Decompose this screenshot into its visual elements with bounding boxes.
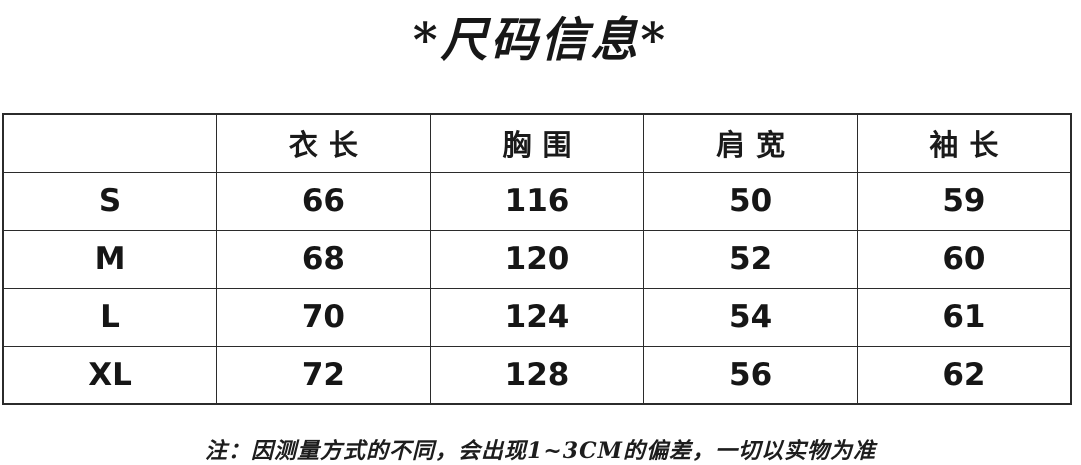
garment-length-value: 70 [216, 287, 431, 347]
size-chart-table: 衣长 胸围 肩宽 袖长 S 66 116 50 59 M 68 120 52 6… [2, 113, 1072, 405]
table-header-row: 衣长 胸围 肩宽 袖长 [2, 113, 1072, 173]
garment-length-value: 72 [216, 345, 431, 405]
shoulder-value: 54 [643, 287, 858, 347]
column-header-shoulder: 肩宽 [643, 113, 858, 173]
table-row-xl: XL 72 128 56 62 [2, 345, 1072, 405]
size-label: XL [2, 345, 218, 405]
page-title: *尺码信息* [412, 13, 669, 68]
chest-value: 116 [429, 171, 645, 231]
column-header-sleeve: 袖长 [856, 113, 1072, 173]
chest-value: 128 [429, 345, 645, 405]
measurement-note: 注：因测量方式的不同，会出现1~3CM的偏差，一切以实物为准 [205, 438, 876, 464]
chest-value: 120 [429, 229, 645, 289]
size-label: L [2, 287, 218, 347]
garment-length-value: 68 [216, 229, 431, 289]
table-row-m: M 68 120 52 60 [2, 229, 1072, 289]
sleeve-value: 60 [856, 229, 1072, 289]
column-header-size [2, 113, 218, 173]
size-label: S [2, 171, 218, 231]
table-row-l: L 70 124 54 61 [2, 287, 1072, 347]
column-header-chest: 胸围 [429, 113, 645, 173]
sleeve-value: 62 [856, 345, 1072, 405]
size-label: M [2, 229, 218, 289]
sleeve-value: 61 [856, 287, 1072, 347]
table-row-s: S 66 116 50 59 [2, 171, 1072, 231]
column-header-garment-length: 衣长 [216, 113, 431, 173]
sleeve-value: 59 [856, 171, 1072, 231]
chest-value: 124 [429, 287, 645, 347]
garment-length-value: 66 [216, 171, 431, 231]
shoulder-value: 52 [643, 229, 858, 289]
shoulder-value: 56 [643, 345, 858, 405]
shoulder-value: 50 [643, 171, 858, 231]
